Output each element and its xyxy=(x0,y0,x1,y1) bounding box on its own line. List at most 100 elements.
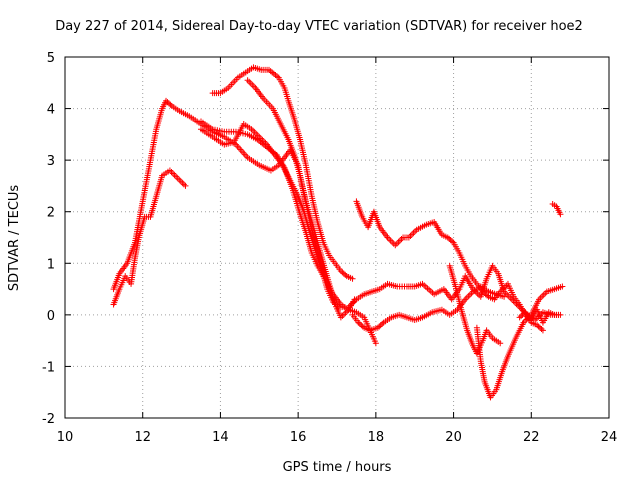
chart-title: Day 227 of 2014, Sidereal Day-to-day VTE… xyxy=(55,19,583,34)
x-tick-label: 14 xyxy=(212,430,229,445)
data-point xyxy=(408,231,415,238)
data-point xyxy=(167,101,174,108)
data-point xyxy=(557,311,564,318)
y-axis-label: SDTVAR / TECUs xyxy=(7,185,22,292)
data-point xyxy=(246,78,253,85)
y-tick-label: 3 xyxy=(47,154,55,169)
data-point xyxy=(377,322,384,329)
data-point xyxy=(535,323,542,330)
y-tick-label: 0 xyxy=(47,309,55,324)
data-point xyxy=(516,314,523,321)
data-point xyxy=(349,275,356,282)
series-track-b xyxy=(110,167,189,308)
data-point xyxy=(340,270,347,277)
data-point xyxy=(173,173,180,180)
data-point xyxy=(331,300,338,307)
data-point xyxy=(398,236,405,243)
data-point xyxy=(379,320,386,327)
data-point xyxy=(482,291,489,298)
data-point xyxy=(538,326,545,333)
data-point xyxy=(395,239,402,246)
data-point xyxy=(244,77,251,84)
data-point xyxy=(374,324,381,331)
data-point xyxy=(497,340,504,347)
data-point xyxy=(449,238,456,245)
data-point xyxy=(333,301,340,308)
series-track-m xyxy=(549,200,564,218)
data-point xyxy=(447,237,454,244)
data-point xyxy=(164,99,171,106)
data-point xyxy=(165,100,172,107)
y-tick-label: 2 xyxy=(47,206,55,221)
data-point xyxy=(359,323,366,330)
data-point xyxy=(446,235,453,242)
data-point xyxy=(534,322,541,329)
y-tick-label: 1 xyxy=(47,257,55,272)
x-tick-label: 10 xyxy=(57,430,74,445)
data-point xyxy=(387,237,394,244)
data-point xyxy=(559,283,566,290)
x-tick-label: 22 xyxy=(523,430,540,445)
data-point xyxy=(163,97,170,104)
data-point xyxy=(171,172,178,179)
data-point xyxy=(539,293,546,300)
data-point xyxy=(407,232,414,239)
data-point xyxy=(342,271,349,278)
series-track-c xyxy=(209,64,356,282)
y-tick-label: -2 xyxy=(42,412,55,427)
x-tick-label: 16 xyxy=(290,430,307,445)
data-point xyxy=(393,240,400,247)
x-tick-label: 18 xyxy=(368,430,385,445)
data-point xyxy=(410,229,417,236)
y-tick-label: -1 xyxy=(42,360,55,375)
series-track-g xyxy=(345,262,562,324)
data-point xyxy=(355,319,362,326)
data-point xyxy=(250,127,257,134)
data-point xyxy=(340,311,347,318)
data-point xyxy=(540,291,547,298)
data-point xyxy=(396,237,403,244)
grid-layer xyxy=(65,57,609,418)
x-tick-label: 20 xyxy=(445,430,462,445)
data-point xyxy=(176,176,183,183)
data-point xyxy=(376,323,383,330)
data-point xyxy=(501,293,508,300)
y-tick-label: 4 xyxy=(47,103,55,118)
data-point xyxy=(386,236,393,243)
data-point xyxy=(465,293,472,300)
y-tick-label: 5 xyxy=(47,51,55,66)
x-tick-label: 12 xyxy=(134,430,151,445)
data-point xyxy=(539,327,546,334)
plot-frame xyxy=(64,56,610,419)
data-point xyxy=(463,294,470,301)
data-point xyxy=(484,292,491,299)
data-point xyxy=(358,322,365,329)
data-point xyxy=(521,310,527,317)
series-track-i xyxy=(349,283,508,334)
series-track-l xyxy=(516,306,564,326)
data-point xyxy=(518,313,525,320)
data-point xyxy=(356,320,363,327)
data-point xyxy=(249,81,256,88)
data-point xyxy=(251,129,258,136)
series-track-k xyxy=(473,283,566,401)
data-point xyxy=(182,182,189,189)
data-point xyxy=(337,268,344,275)
data-point xyxy=(180,181,187,188)
marker-layer xyxy=(110,64,566,401)
data-point xyxy=(168,169,175,176)
data-point xyxy=(330,298,337,305)
data-point xyxy=(392,242,399,249)
data-point xyxy=(466,291,473,298)
data-point xyxy=(537,324,544,331)
data-point xyxy=(174,175,181,182)
data-point xyxy=(179,179,186,186)
data-point xyxy=(389,239,396,246)
data-point xyxy=(339,269,346,276)
data-point xyxy=(177,178,184,185)
data-point xyxy=(247,80,254,87)
data-point xyxy=(444,234,451,241)
x-axis-label: GPS time / hours xyxy=(283,460,392,475)
